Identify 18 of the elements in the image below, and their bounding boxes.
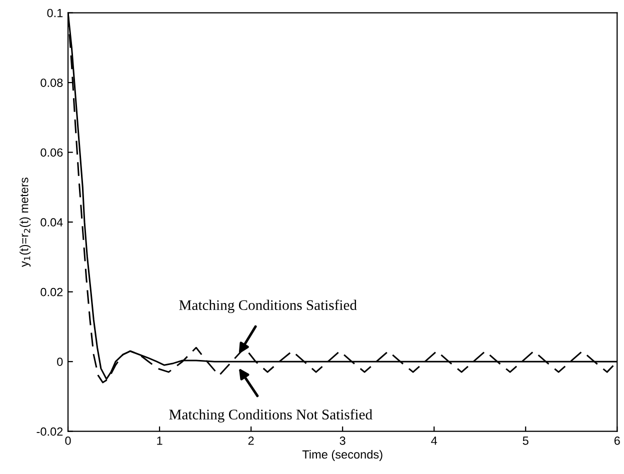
x-tick-label: 2 <box>248 436 254 445</box>
y-tick-label: -0.02 <box>36 427 63 436</box>
annotation: Matching Conditions Not Satisfied <box>169 409 372 422</box>
x-tick-label: 1 <box>157 436 162 445</box>
x-tick-label: 4 <box>431 436 438 445</box>
annotation: Matching Conditions Satisfied <box>179 300 357 314</box>
y-tick-label: 0.02 <box>40 288 63 296</box>
x-axis-title: Time (seconds) <box>302 450 382 461</box>
x-tick-label: 3 <box>340 436 346 445</box>
y-tick-label: 0.1 <box>47 8 63 18</box>
x-tick-label: 5 <box>522 436 528 445</box>
x-tick-label: 0 <box>65 436 71 445</box>
y-tick-label: 0 <box>57 358 63 366</box>
y-tick-label: 0.08 <box>40 78 63 87</box>
x-tick-label: 6 <box>614 436 620 445</box>
y-axis-title: y$_{1}$(t)=r$_{2}$(t) meters <box>20 178 31 267</box>
y-tick-label: 0.06 <box>40 148 63 157</box>
y-tick-label: 0.04 <box>40 218 63 226</box>
